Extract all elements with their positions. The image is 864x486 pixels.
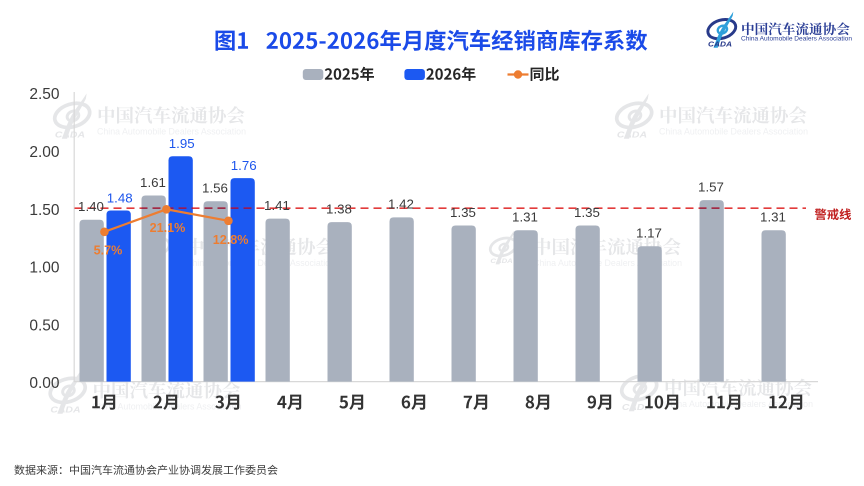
svg-text:5.7%: 5.7% — [94, 243, 123, 257]
svg-text:21.1%: 21.1% — [150, 221, 186, 235]
svg-text:1.57: 1.57 — [698, 179, 724, 194]
svg-text:1.42: 1.42 — [388, 197, 414, 212]
svg-text:1.35: 1.35 — [574, 205, 600, 220]
svg-text:1.95: 1.95 — [169, 136, 195, 151]
svg-text:1.00: 1.00 — [29, 260, 60, 277]
svg-text:2.50: 2.50 — [29, 86, 60, 103]
svg-text:2.00: 2.00 — [29, 144, 60, 161]
svg-text:1.50: 1.50 — [29, 202, 60, 219]
svg-text:1.56: 1.56 — [202, 181, 228, 196]
svg-text:1.31: 1.31 — [760, 210, 786, 225]
svg-text:1.48: 1.48 — [107, 191, 133, 206]
svg-text:1.38: 1.38 — [326, 201, 352, 216]
svg-text:0.00: 0.00 — [29, 375, 60, 392]
svg-text:1.61: 1.61 — [140, 175, 166, 190]
svg-text:0.50: 0.50 — [29, 317, 60, 334]
svg-text:1.35: 1.35 — [450, 205, 476, 220]
svg-text:1.40: 1.40 — [78, 199, 104, 214]
svg-text:1.31: 1.31 — [512, 210, 538, 225]
svg-text:1.17: 1.17 — [636, 226, 662, 241]
svg-text:China Automobile Dealers Assoc: China Automobile Dealers Association — [741, 36, 852, 43]
svg-text:1.76: 1.76 — [231, 158, 257, 173]
svg-text:12.8%: 12.8% — [213, 233, 249, 247]
svg-text:1.41: 1.41 — [264, 198, 290, 213]
